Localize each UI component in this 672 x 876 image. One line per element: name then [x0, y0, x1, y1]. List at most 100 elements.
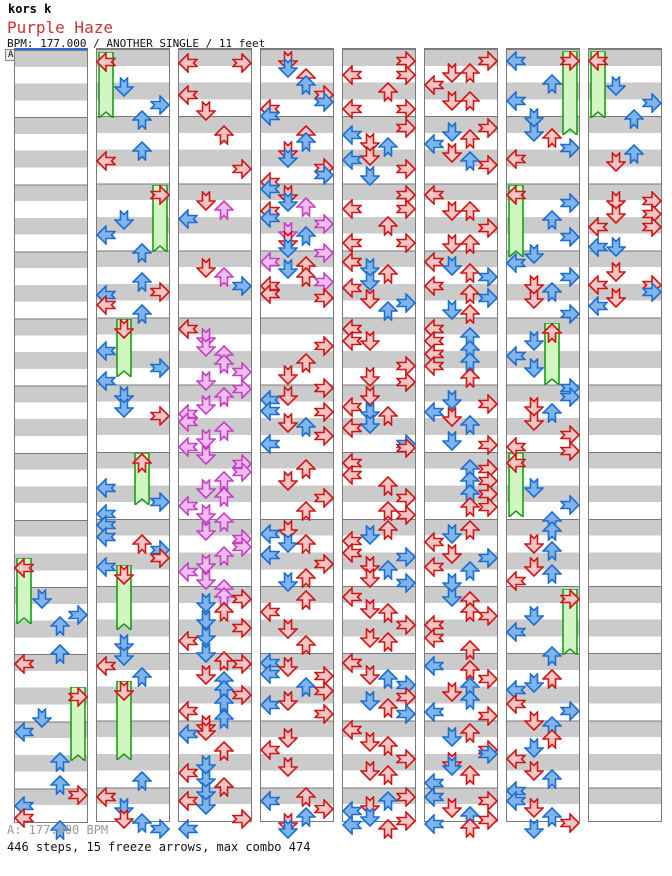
arrow-right-icon [396, 749, 416, 769]
arrow-down-icon [524, 108, 544, 128]
arrow-down-icon [524, 411, 544, 431]
arrow-down-icon [442, 544, 462, 564]
arrow-down-icon [278, 619, 298, 639]
arrow-up-icon [460, 660, 480, 680]
arrow-up-icon [624, 109, 644, 129]
arrow-left-icon [260, 179, 280, 199]
arrow-down-icon [114, 634, 134, 654]
arrow-up-icon [214, 709, 234, 729]
arrow-up-icon [50, 644, 70, 664]
arrow-left-icon [342, 720, 362, 740]
arrow-left-icon [14, 654, 34, 674]
arrow-right-icon [68, 785, 88, 805]
arrow-left-icon [342, 65, 362, 85]
arrow-right-icon [314, 336, 334, 356]
arrow-left-icon [506, 185, 526, 205]
arrow-down-icon [278, 471, 298, 491]
arrow-up-icon [460, 640, 480, 660]
arrow-right-icon [314, 214, 334, 234]
chart-column-5 [342, 48, 416, 839]
arrow-left-icon [424, 628, 444, 648]
arrow-down-icon [278, 533, 298, 553]
freeze-arrow-bar [507, 185, 525, 257]
arrow-up-icon [460, 263, 480, 283]
arrow-up-icon [542, 128, 562, 148]
arrow-left-icon [178, 437, 198, 457]
arrow-up-icon [460, 63, 480, 83]
arrow-up-icon [378, 698, 398, 718]
arrow-down-icon [360, 133, 380, 153]
arrow-left-icon [588, 275, 608, 295]
arrow-down-icon [360, 665, 380, 685]
arrow-down-icon [278, 691, 298, 711]
arrow-down-icon [524, 331, 544, 351]
arrow-down-icon [442, 587, 462, 607]
arrow-down-icon [196, 795, 216, 815]
arrow-right-icon [314, 704, 334, 724]
arrow-down-icon [606, 237, 626, 257]
arrow-right-icon [478, 810, 498, 830]
arrow-right-icon [478, 218, 498, 238]
arrow-left-icon [424, 185, 444, 205]
arrow-left-icon [260, 740, 280, 760]
arrow-right-icon [396, 505, 416, 525]
arrow-up-icon [296, 677, 316, 697]
arrow-down-icon [114, 210, 134, 230]
arrow-up-icon [460, 201, 480, 221]
arrow-up-icon [296, 132, 316, 152]
chart-column-3 [178, 48, 252, 839]
arrow-down-icon [442, 573, 462, 593]
arrow-down-icon [524, 275, 544, 295]
arrow-right-icon [560, 495, 580, 515]
arrow-right-icon [396, 233, 416, 253]
arrow-up-icon [132, 272, 152, 292]
arrow-left-icon [14, 558, 34, 578]
arrow-left-icon [342, 199, 362, 219]
arrow-left-icon [96, 52, 116, 72]
arrow-left-icon [260, 695, 280, 715]
arrow-up-icon [460, 765, 480, 785]
arrow-up-icon [214, 125, 234, 145]
arrow-right-icon [314, 426, 334, 446]
arrow-down-icon [360, 599, 380, 619]
arrow-down-icon [196, 445, 216, 465]
arrow-left-icon [178, 496, 198, 516]
arrow-up-icon [460, 352, 480, 372]
arrow-left-icon [260, 664, 280, 684]
arrow-right-icon [478, 155, 498, 175]
arrow-right-icon [396, 159, 416, 179]
arrow-down-icon [196, 610, 216, 630]
arrow-down-icon [114, 798, 134, 818]
arrow-up-icon [214, 777, 234, 797]
arrow-right-icon [314, 488, 334, 508]
arrow-left-icon [342, 587, 362, 607]
freeze-arrow-bar [151, 185, 169, 252]
arrow-down-icon [360, 414, 380, 434]
arrow-down-icon [278, 757, 298, 777]
arrow-up-icon [378, 216, 398, 236]
arrow-down-icon [442, 756, 462, 776]
chart-column-2 [96, 48, 170, 839]
arrow-up-icon [296, 226, 316, 246]
arrow-up-icon [460, 723, 480, 743]
arrow-left-icon [506, 253, 526, 273]
arrow-right-icon [232, 159, 252, 179]
arrow-right-icon [396, 787, 416, 807]
arrow-down-icon [360, 556, 380, 576]
arrow-up-icon [296, 459, 316, 479]
arrow-down-icon [278, 192, 298, 212]
arrow-down-icon [278, 520, 298, 540]
arrow-down-icon [606, 204, 626, 224]
arrow-up-icon [378, 301, 398, 321]
arrow-right-icon [560, 193, 580, 213]
arrow-down-icon [442, 390, 462, 410]
arrow-down-icon [360, 525, 380, 545]
arrow-right-icon [478, 791, 498, 811]
arrow-down-icon [196, 782, 216, 802]
arrow-down-icon [524, 244, 544, 264]
arrow-left-icon [178, 85, 198, 105]
arrow-left-icon [178, 701, 198, 721]
arrow-right-icon [150, 95, 170, 115]
arrow-right-icon [314, 378, 334, 398]
arrow-down-icon [196, 337, 216, 357]
